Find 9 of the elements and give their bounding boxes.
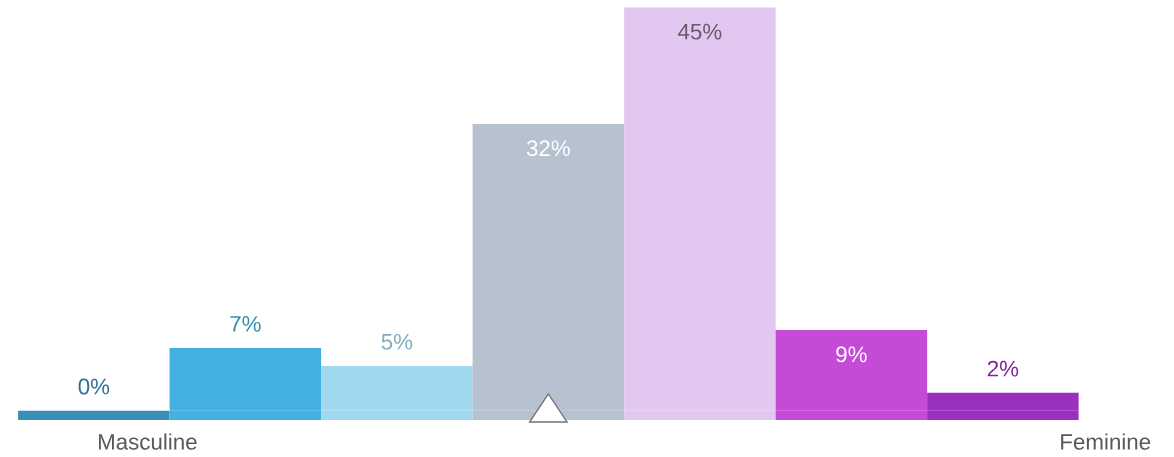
data-label: 5% [381, 333, 413, 350]
data-label: 45% [678, 23, 722, 40]
data-label: 2% [987, 360, 1019, 377]
data-label: 0% [78, 378, 110, 395]
data-label: 7% [230, 315, 261, 332]
data-label: 9% [836, 346, 867, 363]
text: Masculine [98, 433, 197, 450]
text: Feminine [1061, 433, 1151, 450]
data-label: 32% [526, 140, 570, 156]
